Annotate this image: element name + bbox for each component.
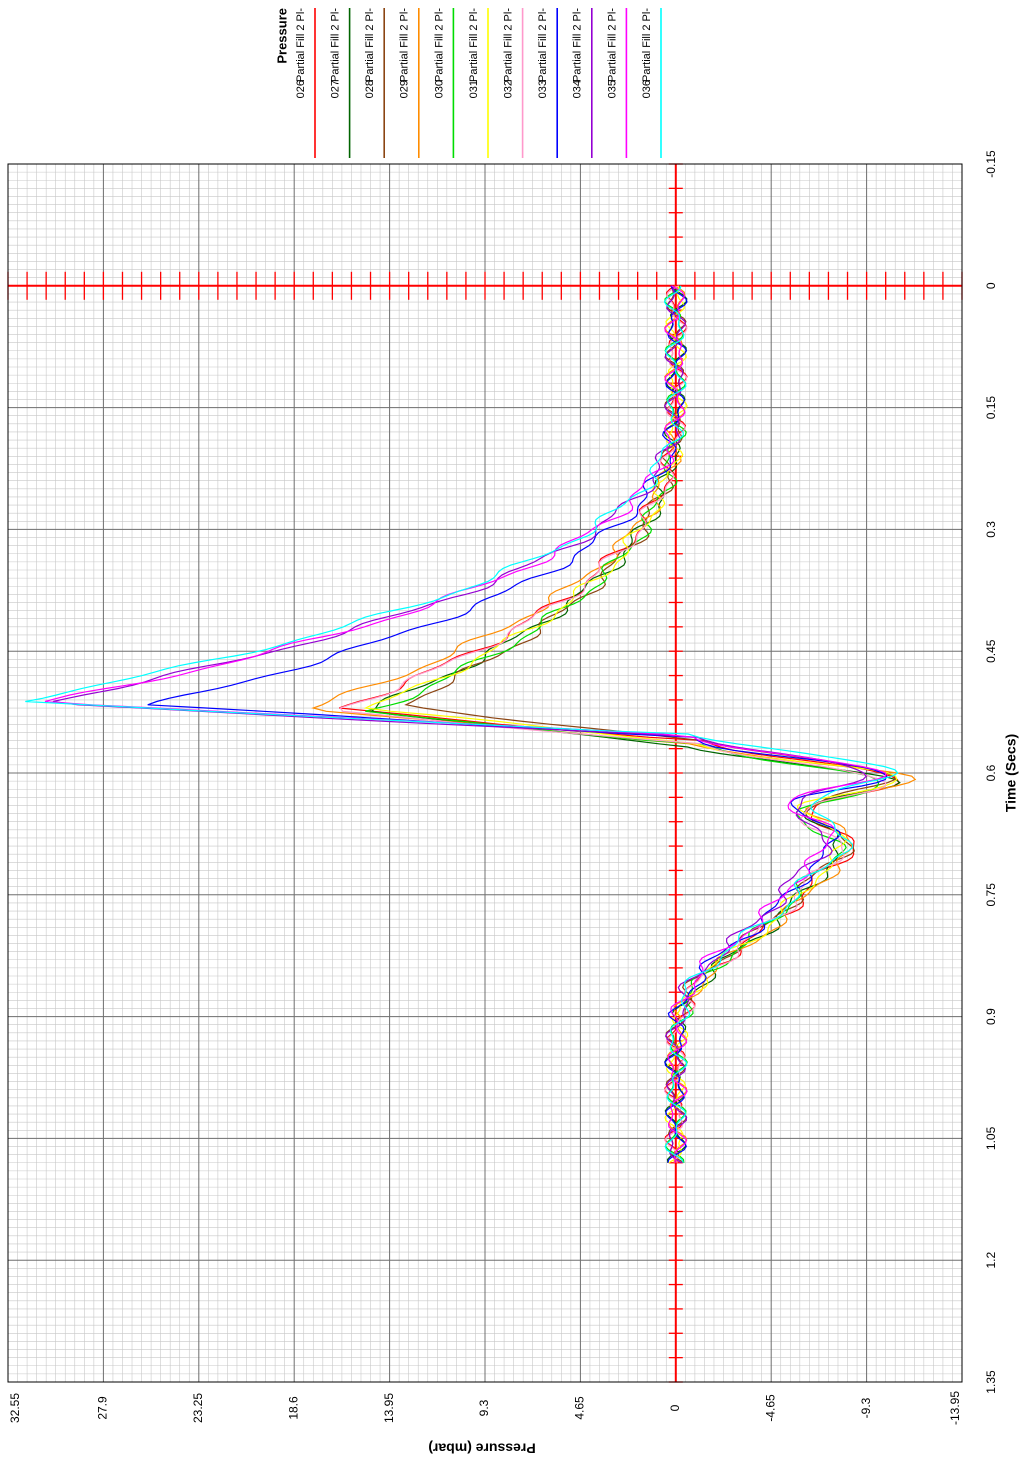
y-axis-title: Pressure (mbar) [428,1440,535,1456]
y-tick-label: 27.9 [96,1396,110,1420]
x-tick-label: 1.35 [984,1370,998,1394]
series-layer [25,285,917,1164]
y-tick-label: -4.65 [763,1394,777,1422]
legend-entry-id: 033 [537,80,549,98]
y-tick-label: 32.55 [8,1393,22,1423]
legend-entry-label: Partial Fill 2 Pl- [330,8,342,82]
legend-entry-id: 030 [433,80,445,98]
legend-entry-label: Partial Fill 2 Pl- [364,8,376,82]
x-tick-label: 1.05 [984,1126,998,1150]
plot-frame [7,163,963,1383]
x-tick-labels: -0.15 0 0.15 0.3 0.45 0.6 0.75 0.9 1.05 1.2 1.35 [984,150,998,1394]
series-line-036 [25,285,899,1164]
legend-entry-label: Partial Fill 2 Pl- [537,8,549,82]
y-tick-label: -13.95 [948,1391,962,1425]
legend-entry-id: 026 [295,80,307,98]
series-line-034 [52,285,867,1164]
x-tick-label: 0.6 [984,764,998,781]
legend-entry-id: 028 [364,80,376,98]
x-tick-label: 1.2 [984,1252,998,1269]
legend-entry-label: Partial Fill 2 Pl- [572,8,584,82]
x-axis-title: Time (Secs) [1003,734,1019,812]
x-tick-label: -0.15 [984,150,998,178]
legend-entry-id: 035 [606,80,618,98]
legend-entry-id: 031 [468,80,480,98]
legend-entry-id: 034 [572,80,584,98]
x-tick-label: 0.75 [984,883,998,907]
x-tick-label: 0.9 [984,1008,998,1025]
y-tick-label: 18.6 [286,1396,300,1420]
y-tick-label: 13.95 [382,1393,396,1423]
y-tick-labels: -13.95 -9.3 -4.65 0 4.65 9.3 13.95 18.6 23.25 27.… [8,1391,962,1425]
x-tick-label: 0.45 [984,639,998,663]
y-tick-label: 9.3 [477,1399,491,1416]
legend-entry-label: Partial Fill 2 Pl- [433,8,445,82]
legend-entry-id: 027 [330,80,342,98]
legend-entry-label: Partial Fill 2 Pl- [468,8,480,82]
legend-entry-id: 036 [641,80,653,98]
legend-entry-label: Partial Fill 2 Pl- [606,8,618,82]
x-tick-label: 0.3 [984,521,998,538]
y-tick-label: 23.25 [191,1393,205,1423]
series-line-028 [404,285,896,1164]
legend-entry-id: 032 [503,80,515,98]
x-tick-label: 0.15 [984,396,998,420]
y-tick-label: 0 [668,1404,682,1411]
legend-entry-label: Partial Fill 2 Pl- [503,8,515,82]
y-tick-label: -9.3 [859,1397,873,1418]
legend-entry-label: Partial Fill 2 Pl- [641,8,653,82]
legend-entry-label: Partial Fill 2 Pl- [399,8,411,82]
legend-title: Pressure [274,8,289,64]
y-tick-label: 4.65 [573,1396,587,1420]
legend-entry-id: 029 [399,80,411,98]
legend-entry-label: Partial Fill 2 Pl- [295,8,307,82]
x-tick-label: 0 [984,282,998,289]
